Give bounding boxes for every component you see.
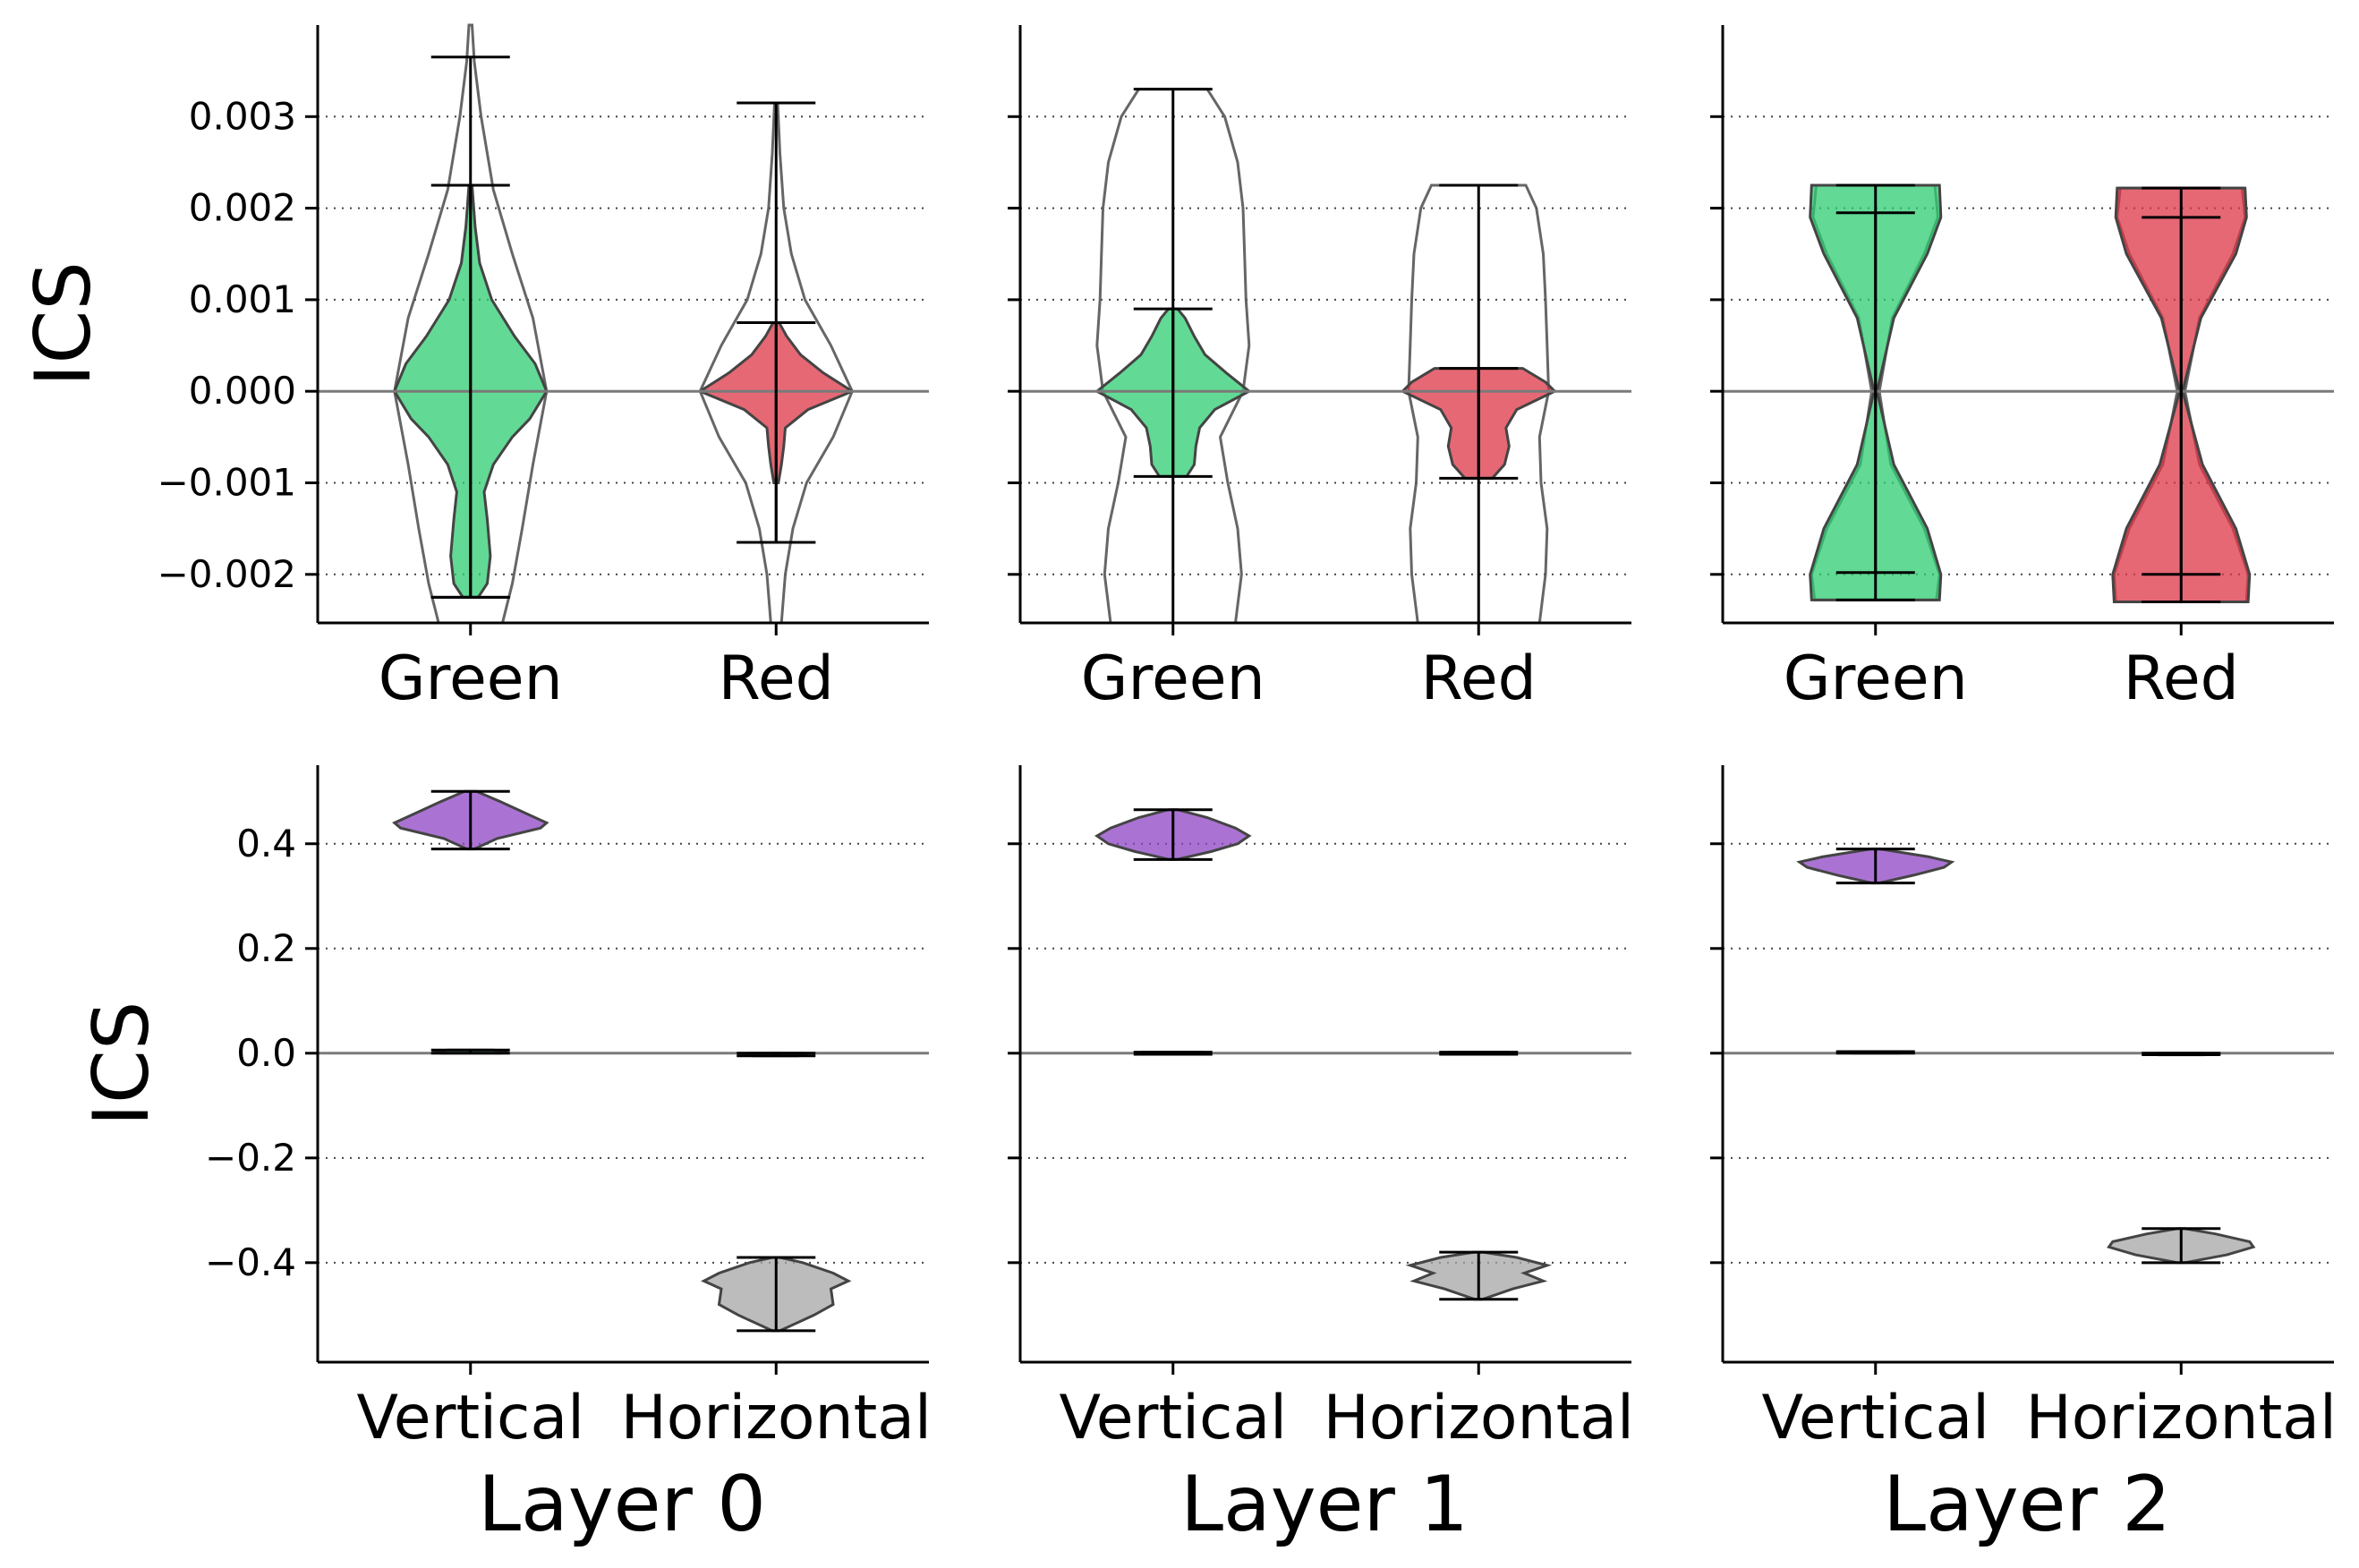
panel-1-0: −0.4 −0.2 0.0 0.2 0.4 Vertical Horizontal ICS xyxy=(77,765,932,1453)
y-tick-label: 0.001 xyxy=(189,277,296,321)
layer-label-0: Layer 0 xyxy=(478,1460,766,1549)
x-tick-label-green: Green xyxy=(1784,643,1968,714)
x-tick-label-horizontal: Horizontal xyxy=(621,1383,932,1453)
x-tick-label-red: Red xyxy=(719,643,834,714)
y-tick-label: −0.001 xyxy=(158,460,296,504)
y-tick-label: 0.002 xyxy=(189,186,296,230)
y-axis-label: ICS xyxy=(19,261,108,387)
x-tick-label-green: Green xyxy=(1081,643,1265,714)
y-tick-label: −0.4 xyxy=(205,1240,296,1284)
panels: −0.002 −0.001 0.000 0.001 0.002 0.003 Green Red… xyxy=(19,23,2337,1453)
outline-violin-green xyxy=(393,23,549,625)
panel-0-1: Green Red xyxy=(1008,25,1631,714)
panel-0-2: Green Red xyxy=(1710,25,2334,714)
y-axis-label: ICS xyxy=(77,1001,166,1126)
layer-label-2: Layer 2 xyxy=(1883,1460,2171,1549)
x-tick-label-horizontal: Horizontal xyxy=(1324,1383,1634,1453)
x-tick-label-green: Green xyxy=(379,643,563,714)
y-tick-label: 0.0 xyxy=(236,1031,296,1075)
x-tick-label-red: Red xyxy=(1421,643,1537,714)
y-tick-label: −0.002 xyxy=(158,552,296,596)
x-tick-label-vertical: Vertical xyxy=(1059,1383,1287,1453)
y-tick-label: 0.000 xyxy=(189,369,296,413)
x-tick-label-vertical: Vertical xyxy=(1761,1383,1989,1453)
y-tick-label: 0.2 xyxy=(236,926,296,970)
panel-1-1: Vertical Horizontal xyxy=(1008,765,1634,1453)
x-tick-label-vertical: Vertical xyxy=(356,1383,584,1453)
y-tick-label: 0.4 xyxy=(236,822,296,865)
x-tick-label-red: Red xyxy=(2124,643,2239,714)
y-tick-label: 0.003 xyxy=(189,94,296,138)
y-tick-label: −0.2 xyxy=(205,1136,296,1180)
panel-0-0: −0.002 −0.001 0.000 0.001 0.002 0.003 Green Red… xyxy=(19,23,929,714)
layer-label-1: Layer 1 xyxy=(1180,1460,1469,1549)
outline-violin-red xyxy=(1407,183,1551,625)
x-tick-label-horizontal: Horizontal xyxy=(2026,1383,2337,1453)
panel-1-2: Vertical Horizontal xyxy=(1710,765,2337,1453)
